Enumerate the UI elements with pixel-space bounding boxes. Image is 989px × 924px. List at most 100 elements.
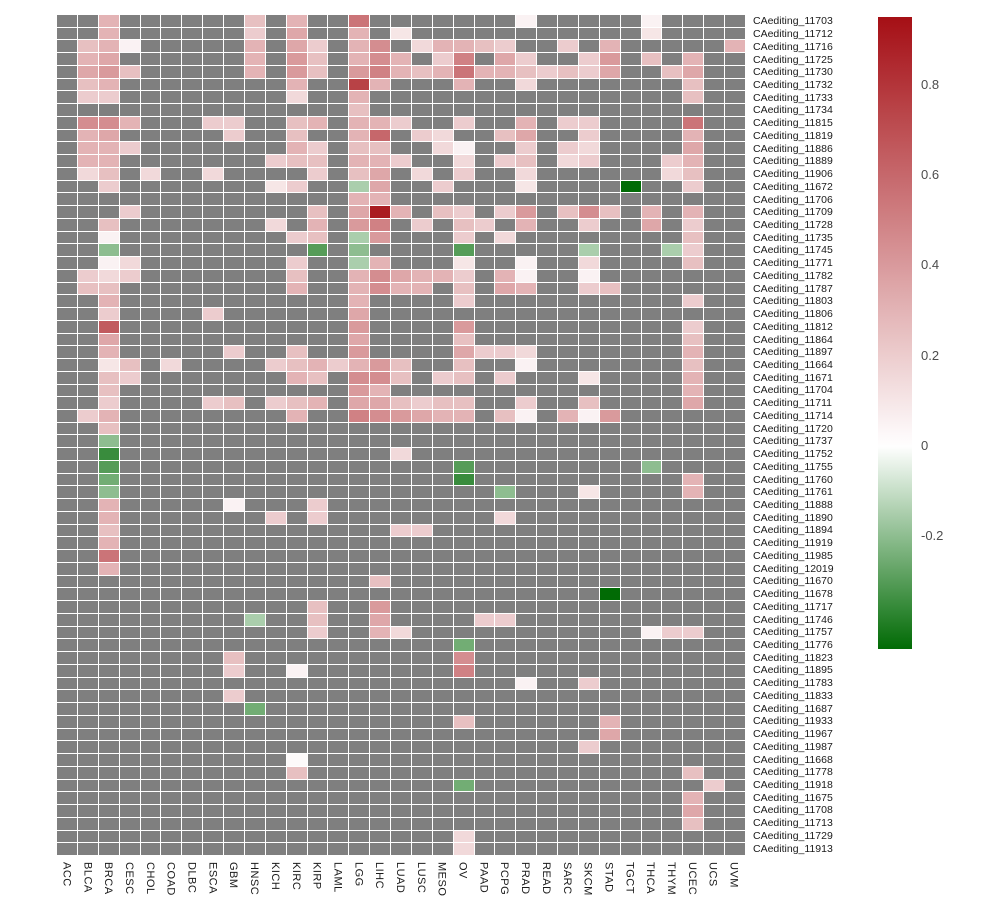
heatmap-cell (411, 817, 432, 830)
heatmap-cell (558, 575, 578, 588)
heatmap-cell (286, 206, 307, 218)
heatmap-cell (537, 575, 558, 588)
heatmap-cell (119, 690, 140, 703)
heatmap-cell (203, 231, 224, 244)
heatmap-cell (286, 550, 307, 562)
heatmap-cell (161, 359, 182, 371)
heatmap-cell (558, 180, 578, 193)
heatmap-cell (453, 843, 474, 855)
heatmap-cell (578, 410, 599, 422)
heatmap-cell (286, 741, 307, 754)
heatmap-cell (349, 550, 370, 562)
heatmap-cell (328, 320, 349, 333)
heatmap-cell (77, 308, 98, 320)
heatmap-cell (516, 27, 537, 40)
heatmap-cell (286, 410, 307, 422)
heatmap-cell (391, 460, 411, 473)
heatmap-cell (411, 180, 432, 193)
heatmap-cell (495, 779, 516, 792)
heatmap-cell (307, 167, 328, 180)
heatmap-cell (203, 448, 224, 460)
heatmap-cell (495, 142, 516, 155)
column-label: PAAD (477, 862, 490, 894)
heatmap-cell (265, 448, 286, 460)
heatmap-cell (224, 40, 244, 53)
heatmap-cell (725, 664, 745, 677)
row-label: CAediting_11712 (753, 28, 833, 41)
heatmap-cell (161, 473, 182, 486)
heatmap-cell (432, 766, 453, 779)
heatmap-cell (57, 155, 77, 167)
heatmap-cell (140, 766, 161, 779)
heatmap-cell (411, 244, 432, 257)
heatmap-cell (641, 613, 662, 626)
heatmap-cell (599, 537, 620, 550)
heatmap-cell (537, 397, 558, 409)
heatmap-cell (224, 830, 244, 843)
heatmap-cell (662, 435, 683, 448)
heatmap-cell (57, 792, 77, 805)
heatmap-cell (224, 805, 244, 817)
heatmap-cell (558, 435, 578, 448)
heatmap-cell (516, 91, 537, 104)
heatmap-cell (704, 180, 725, 193)
heatmap-cell (140, 65, 161, 78)
heatmap-cell (516, 15, 537, 27)
heatmap-cell (641, 805, 662, 817)
heatmap-cell (620, 193, 641, 206)
row-label: CAediting_11730 (753, 66, 833, 79)
heatmap-cell (98, 410, 119, 422)
row-label: CAediting_11895 (753, 664, 833, 677)
heatmap-cell (286, 295, 307, 308)
heatmap-cell (57, 588, 77, 601)
heatmap-cell (161, 104, 182, 116)
heatmap-cell (161, 779, 182, 792)
heatmap-cell (203, 728, 224, 741)
heatmap-cell (495, 269, 516, 282)
heatmap-cell (662, 728, 683, 741)
heatmap-cell (140, 422, 161, 435)
heatmap-cell (453, 40, 474, 53)
heatmap-cell (244, 830, 265, 843)
heatmap-cell (641, 830, 662, 843)
heatmap-cell (328, 142, 349, 155)
heatmap-cell (620, 346, 641, 359)
heatmap-cell (182, 575, 203, 588)
heatmap-cell (704, 473, 725, 486)
heatmap-cell (140, 652, 161, 664)
heatmap-cell (161, 511, 182, 524)
heatmap-cell (57, 244, 77, 257)
heatmap-cell (662, 601, 683, 613)
heatmap-cell (704, 524, 725, 537)
heatmap-cell (704, 664, 725, 677)
heatmap-cell (516, 193, 537, 206)
heatmap-cell (328, 601, 349, 613)
heatmap-cell (578, 308, 599, 320)
heatmap-cell (265, 142, 286, 155)
row-label: CAediting_11717 (753, 600, 833, 613)
heatmap-cell (453, 308, 474, 320)
heatmap-cell (641, 371, 662, 384)
heatmap-cell (620, 499, 641, 511)
heatmap-cell (370, 53, 391, 65)
heatmap-cell (662, 91, 683, 104)
heatmap-cell (370, 155, 391, 167)
heatmap-cell (119, 155, 140, 167)
column-label: UVM (727, 862, 740, 888)
heatmap-cell (349, 524, 370, 537)
heatmap-cell (641, 703, 662, 715)
heatmap-cell (620, 741, 641, 754)
heatmap-cell (495, 766, 516, 779)
heatmap-cell (265, 460, 286, 473)
heatmap-cell (265, 601, 286, 613)
heatmap-cell (286, 830, 307, 843)
heatmap-cell (474, 779, 495, 792)
heatmap-cell (182, 193, 203, 206)
heatmap-cell (98, 231, 119, 244)
heatmap-cell (516, 65, 537, 78)
heatmap-cell (391, 346, 411, 359)
heatmap-cell (391, 384, 411, 397)
heatmap-cell (453, 435, 474, 448)
heatmap-cell (578, 206, 599, 218)
heatmap-cell (537, 422, 558, 435)
